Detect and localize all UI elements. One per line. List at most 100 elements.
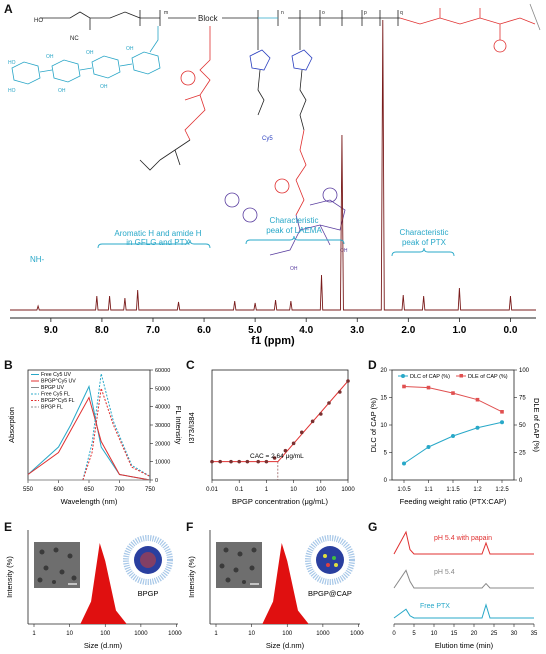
panel-c-point: [319, 412, 323, 416]
panel-d-xlabel: Feeding weight ratio (PTX:CAP): [400, 497, 507, 506]
panel-e-ylabel: Intensity (%): [5, 556, 14, 598]
size-xtick-label: 10: [248, 631, 255, 637]
panel-d-y2tick-label: 25: [519, 451, 526, 457]
nmr-xtick-label: 3.0: [350, 325, 364, 336]
cy5-label: Cy5: [262, 136, 273, 142]
panel-b-legend-label: BPGP UV: [41, 385, 65, 391]
panel-d-xtick-label: 1:2: [473, 487, 482, 493]
annotation-laema-line2: peak of LAEMA: [266, 226, 322, 235]
panel-d-dle-point: [500, 410, 504, 414]
annotation-ptx-line1: Characteristic: [400, 228, 449, 237]
panel-g-xtick-label: 20: [471, 631, 478, 637]
panel-e-micelle-illustration: [123, 535, 173, 585]
panel-d-xtick-label: 1:2.5: [495, 487, 509, 493]
size-xtick-label: 1: [32, 631, 36, 637]
panel-b-y2tick-label: 20000: [155, 441, 170, 447]
size-xtick-label: 10000: [350, 631, 364, 637]
svg-text:OH: OH: [290, 266, 298, 272]
panel-d-dle-line: [403, 386, 503, 413]
panel-d-dlc-point: [426, 445, 431, 449]
panel-f-chart: 1 10 100 1000 10000 BPGP@CAP Intensity (%) S…: [187, 530, 364, 650]
svg-text:OH: OH: [46, 54, 54, 60]
panel-b-y2tick-label: 0: [155, 478, 158, 484]
panel-b-chart: 550 600 650 700 750 0 10000 20000 30000 40000 5000…: [7, 368, 182, 506]
panel-b-legend-label: Free Cy5 UV: [41, 372, 72, 378]
panel-c-xtick-label: 10: [290, 487, 297, 493]
size-xtick-label: 1000: [134, 631, 148, 637]
nmr-xtick-label: 8.0: [95, 325, 109, 336]
nmr-xtick-label: 9.0: [44, 325, 58, 336]
panel-b-legend-label: BPGP^Cy5 FL: [41, 398, 75, 404]
panel-d-dle-point: [475, 397, 480, 402]
panel-b-ylabel-left: Absorption: [7, 407, 16, 443]
panel-d-xtick-label: 1:0.5: [397, 487, 411, 493]
panel-g-letter: G: [368, 520, 378, 534]
panel-g-label-ph54: pH 5.4: [434, 569, 455, 576]
svg-text:OH: OH: [58, 88, 66, 94]
panel-d-xtick-label: 1:1.5: [446, 487, 460, 493]
nmr-axis: 9.0 8.0 7.0 6.0 5.0 4.0 3.0 2.0 1.0 0.0: [10, 317, 536, 336]
annotation-ptx-line2: peak of PTX: [402, 238, 447, 247]
panel-e-size-distribution: [80, 543, 127, 624]
panel-c-point: [338, 390, 342, 394]
panel-b-xtick-label: 750: [145, 487, 156, 493]
nmr-xtick-label: 2.0: [401, 325, 415, 336]
panel-f-letter: F: [186, 520, 194, 534]
panel-d-ytick-label: 10: [380, 423, 387, 429]
panel-b-series-line: [82, 388, 151, 481]
panel-d-dlc-point: [500, 420, 504, 425]
panel-b-legend-label: BPGP^Cy5 UV: [41, 379, 76, 385]
panel-b-y2tick-label: 30000: [155, 423, 170, 429]
svg-text:HO: HO: [8, 88, 16, 94]
panel-c-point: [245, 459, 250, 464]
panel-c-xtick-label: 1000: [341, 487, 355, 493]
panel-d-ylabel-right: DLE of CAP (%): [532, 398, 541, 453]
panel-g-trace: [393, 569, 534, 589]
panel-b-xtick-label: 700: [114, 487, 125, 493]
panel-d-xtick-label: 1:1: [424, 487, 433, 493]
panel-f-xlabel: Size (d.nm): [266, 641, 305, 650]
panel-d-y2tick-label: 50: [519, 423, 526, 429]
panel-d-legend: DLC of CAP (%) DLE of CAP (%): [398, 374, 508, 380]
size-xtick-label: 1000: [316, 631, 330, 637]
panel-d-legend-dle: DLE of CAP (%): [468, 374, 508, 380]
svg-text:HO: HO: [8, 60, 16, 66]
nmr-xtick-label: 1.0: [452, 325, 466, 336]
panel-c-point: [299, 430, 304, 435]
panel-g-trace: [393, 603, 534, 619]
panel-b-y2tick-label: 60000: [155, 368, 170, 374]
panel-d-dle-point: [426, 385, 431, 390]
panel-d-ytick-label: 20: [380, 368, 387, 374]
panel-b-legend-label: Free Cy5 FL: [41, 392, 70, 398]
nmr-spectrum-line: [10, 19, 536, 311]
panel-d-dlc-point: [475, 425, 480, 430]
subscript-q: q: [400, 10, 403, 16]
panel-d-dlc-point: [451, 434, 455, 438]
panel-g-chart: 0 5 10 15 20 25 30 35 pH 5.4 with papain pH 5.4…: [392, 530, 538, 650]
panel-g-label-free-ptx: Free PTX: [420, 603, 450, 610]
nmr-xtick-label: 5.0: [248, 325, 262, 336]
nmr-xtick-label: 0.0: [504, 325, 518, 336]
panel-b-series-line: [82, 373, 151, 481]
panel-b-y2tick-label: 50000: [155, 386, 170, 392]
panel-e-xlabel: Size (d.nm): [84, 641, 123, 650]
panel-d-ytick-label: 0: [384, 478, 388, 484]
panel-d-y2tick-label: 0: [519, 478, 523, 484]
panel-b-y2tick-label: 10000: [155, 460, 170, 466]
panel-g-xtick-label: 15: [451, 631, 458, 637]
size-xtick-label: 1: [214, 631, 218, 637]
annotation-aromatic-line1: Aromatic H and amide H: [114, 229, 201, 238]
panel-c-chart: 0.01 0.1 1 10 100 1000 CAC = 2.64 μg/mL I373/…: [187, 369, 355, 506]
panel-d-legend-dlc: DLC of CAP (%): [410, 374, 450, 380]
panel-d-dle-point: [402, 384, 406, 389]
block-label: Block: [198, 14, 219, 23]
nmr-xtick-label: 7.0: [146, 325, 160, 336]
panel-c-letter: C: [186, 358, 195, 372]
panel-c-point: [218, 459, 222, 464]
panel-c-xlabel: BPGP concentration (μg/mL): [232, 497, 328, 506]
annotation-aromatic-line2: in GFLG and PTX: [126, 238, 190, 247]
size-xtick-label: 10: [66, 631, 73, 637]
panel-g-xtick-label: 0: [392, 631, 396, 637]
panel-d-dle-point: [451, 391, 455, 395]
panel-g-trace: [393, 530, 534, 555]
